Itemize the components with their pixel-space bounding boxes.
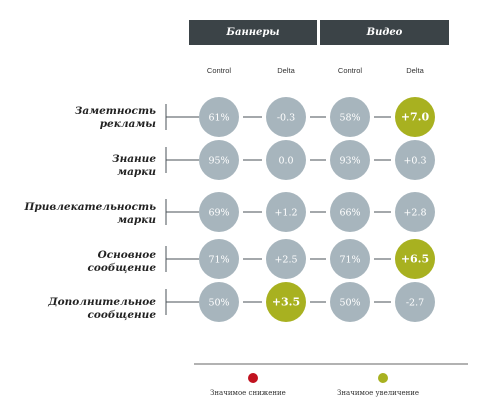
value-circle [395, 97, 435, 137]
value-circle [266, 282, 306, 322]
row-label-brand-awareness: Знание марки [112, 153, 156, 178]
value-label: 58% [339, 113, 360, 124]
column-header-delta-video: Delta [406, 66, 424, 75]
value-label: +2.5 [274, 255, 297, 266]
row-label-secondary-message: Дополнительное сообщение [48, 296, 156, 321]
row-label-line: сообщение [87, 308, 156, 321]
value-label: 69% [208, 208, 229, 219]
value-circle [199, 140, 239, 180]
value-label: 66% [339, 208, 360, 219]
value-circle [330, 282, 370, 322]
value-label: +0.3 [403, 156, 426, 167]
value-label: +7.0 [401, 111, 430, 124]
value-circle [199, 282, 239, 322]
row-label-line: сообщение [87, 261, 156, 274]
value-label: +3.5 [272, 296, 300, 309]
row-label-line: Привлекательность [24, 201, 156, 213]
value-label: 0.0 [278, 156, 293, 167]
column-header-control-video: Control [337, 66, 363, 75]
value-circle [266, 140, 306, 180]
value-label: 61% [208, 113, 229, 124]
value-circle [199, 97, 239, 137]
value-label: +1.2 [274, 208, 297, 219]
value-circle [199, 192, 239, 232]
column-header-delta-banners: Delta [277, 66, 295, 75]
row-label-line: рекламы [99, 117, 156, 130]
value-label: +2.8 [403, 208, 426, 219]
row-label-line: марки [117, 213, 156, 226]
row-label-line: Заметность [74, 105, 156, 117]
row-label-ad-visibility: Заметность рекламы [75, 105, 156, 130]
value-circle [395, 239, 435, 279]
value-circle [266, 192, 306, 232]
legend-label-significant-decrease: Значимое снижение [210, 389, 286, 397]
row-label-brand-appeal: Привлекательность марки [24, 201, 156, 226]
row-label-line: Основное [97, 249, 156, 261]
row-label-main-message: Основное сообщение [87, 249, 156, 274]
row-label-line: Дополнительное [48, 296, 156, 308]
value-circle [266, 97, 306, 137]
group-header-video: Видео [320, 20, 449, 45]
value-circle [395, 140, 435, 180]
row-label-line: Знание [112, 153, 156, 165]
value-label: 50% [208, 298, 229, 309]
value-label: 50% [339, 298, 360, 309]
legend-label-significant-increase: Значимое увеличение [337, 389, 420, 397]
value-circle [330, 97, 370, 137]
value-label: 71% [339, 255, 360, 266]
value-circle [330, 140, 370, 180]
value-label: 93% [339, 156, 360, 167]
value-circle [266, 239, 306, 279]
legend-dot-increase [378, 373, 388, 383]
value-circle [395, 282, 435, 322]
legend-dot-decrease [248, 373, 258, 383]
value-label: 71% [208, 255, 229, 266]
value-label: -2.7 [406, 298, 424, 309]
value-circle [199, 239, 239, 279]
value-label: +6.5 [401, 253, 429, 266]
value-circle [330, 239, 370, 279]
group-header-banners: Баннеры [189, 20, 317, 45]
value-circle [395, 192, 435, 232]
value-circle [330, 192, 370, 232]
row-label-line: марки [117, 165, 156, 178]
value-label: -0.3 [277, 113, 295, 124]
value-label: 95% [208, 156, 229, 167]
column-header-control-banners: Control [206, 66, 232, 75]
